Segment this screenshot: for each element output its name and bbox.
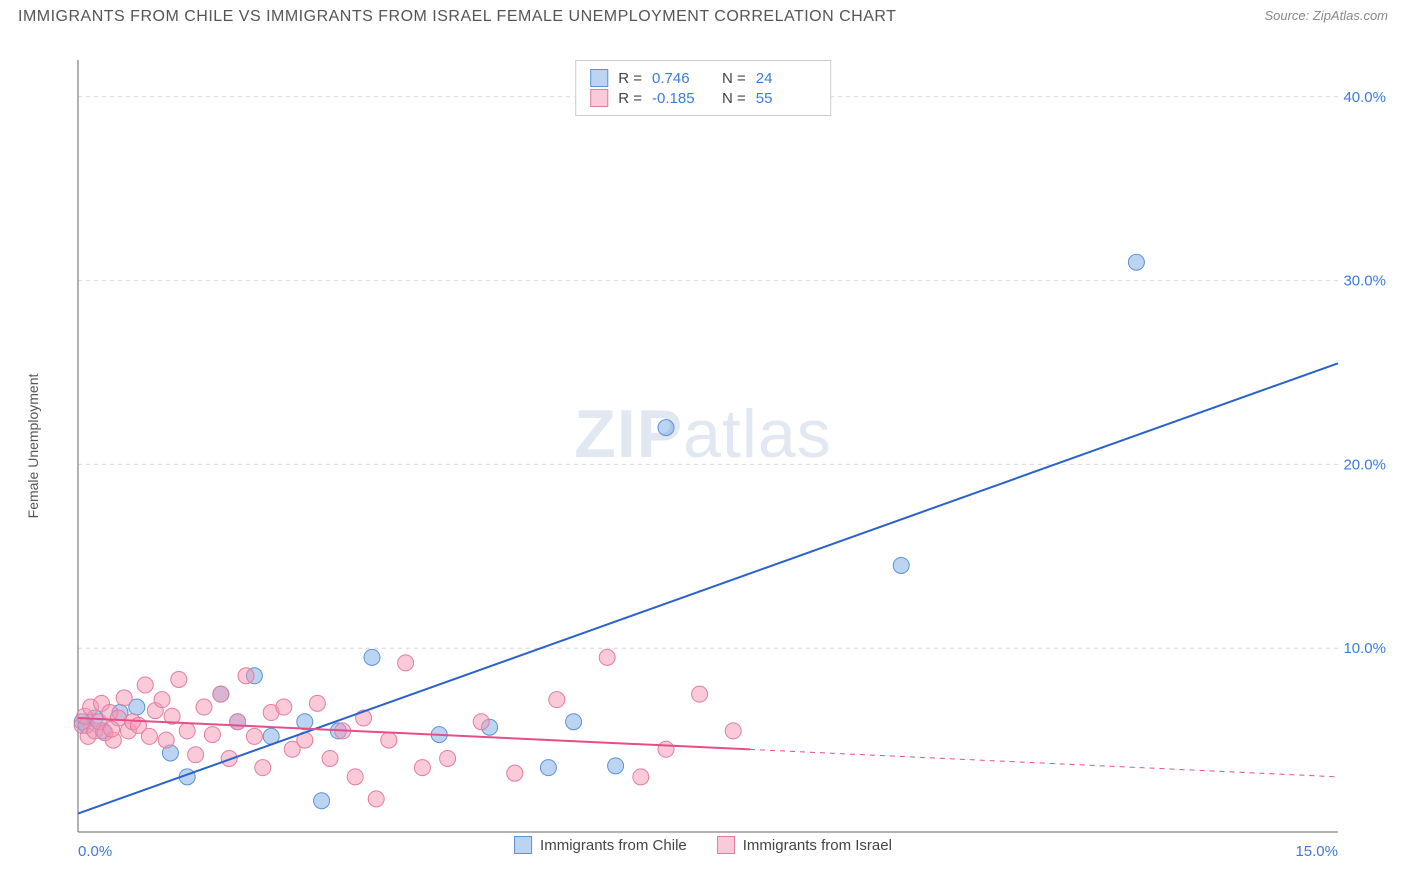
swatch-chile [590, 69, 608, 87]
scatter-chart-svg: 10.0% 20.0% 30.0% 40.0% 0.0% 15.0% Female Unem… [18, 40, 1388, 860]
legend-label-israel: Immigrants from Israel [743, 837, 892, 854]
svg-text:Female Unemployment: Female Unemployment [25, 374, 41, 519]
chart-container: 10.0% 20.0% 30.0% 40.0% 0.0% 15.0% Female Unem… [18, 40, 1388, 860]
svg-text:10.0%: 10.0% [1343, 640, 1386, 657]
legend-row-israel: R = -0.185 N = 55 [590, 89, 816, 107]
header-bar: IMMIGRANTS FROM CHILE VS IMMIGRANTS FROM… [0, 0, 1406, 30]
svg-text:20.0%: 20.0% [1343, 456, 1386, 473]
svg-text:30.0%: 30.0% [1343, 273, 1386, 290]
swatch-israel-icon [717, 836, 735, 854]
r-label: R = [618, 70, 642, 87]
r-value-chile: 0.746 [652, 70, 712, 87]
n-label: N = [722, 70, 746, 87]
series-legend: Immigrants from Chile Immigrants from Is… [514, 836, 892, 854]
swatch-israel [590, 89, 608, 107]
legend-item-chile: Immigrants from Chile [514, 836, 687, 854]
svg-text:0.0%: 0.0% [78, 843, 112, 860]
svg-text:40.0%: 40.0% [1343, 89, 1386, 106]
swatch-chile-icon [514, 836, 532, 854]
n-value-israel: 55 [756, 90, 816, 107]
correlation-legend: R = 0.746 N = 24 R = -0.185 N = 55 [575, 60, 831, 116]
r-value-israel: -0.185 [652, 90, 712, 107]
legend-item-israel: Immigrants from Israel [717, 836, 892, 854]
legend-label-chile: Immigrants from Chile [540, 837, 687, 854]
n-label: N = [722, 90, 746, 107]
r-label: R = [618, 90, 642, 107]
chart-title: IMMIGRANTS FROM CHILE VS IMMIGRANTS FROM… [18, 8, 896, 26]
source-label: Source: ZipAtlas.com [1264, 8, 1388, 23]
n-value-chile: 24 [756, 70, 816, 87]
legend-row-chile: R = 0.746 N = 24 [590, 69, 816, 87]
svg-text:15.0%: 15.0% [1295, 843, 1338, 860]
